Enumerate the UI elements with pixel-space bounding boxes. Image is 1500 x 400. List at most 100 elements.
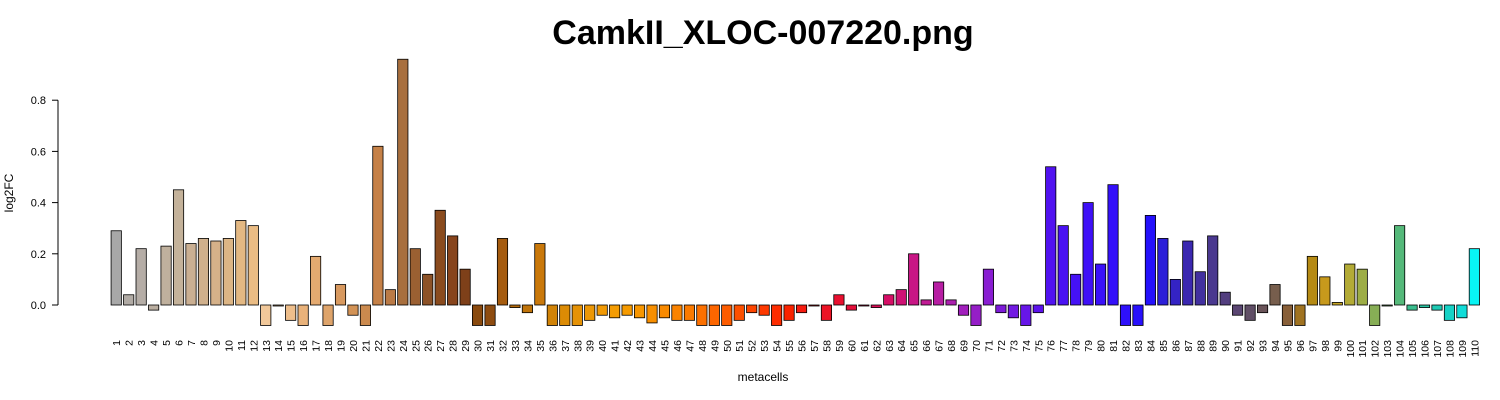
bar-60 bbox=[845, 304, 857, 311]
bar-82 bbox=[1119, 304, 1132, 326]
bar-36 bbox=[546, 304, 558, 326]
bar-13 bbox=[260, 304, 272, 326]
bar-18 bbox=[322, 304, 334, 326]
y-tick-label: 0.4 bbox=[31, 198, 46, 210]
x-tick-label-3: 3 bbox=[136, 340, 148, 346]
x-tick-label-35: 35 bbox=[535, 340, 547, 352]
bar-14 bbox=[272, 304, 284, 307]
x-tick-label-51: 51 bbox=[734, 340, 746, 352]
x-tick-label-41: 41 bbox=[610, 340, 622, 352]
bar-61 bbox=[858, 304, 870, 307]
x-tick-label-84: 84 bbox=[1145, 340, 1157, 352]
x-tick-label-95: 95 bbox=[1282, 340, 1294, 352]
bar-93 bbox=[1257, 304, 1269, 314]
x-tick-label-42: 42 bbox=[622, 340, 634, 352]
bar-63 bbox=[883, 294, 895, 306]
x-tick-label-66: 66 bbox=[921, 340, 933, 352]
x-tick-label-18: 18 bbox=[323, 340, 335, 352]
x-tick-label-56: 56 bbox=[797, 340, 809, 352]
x-tick-label-61: 61 bbox=[859, 340, 871, 352]
x-tick-label-4: 4 bbox=[149, 340, 161, 346]
x-tick-label-97: 97 bbox=[1307, 340, 1319, 352]
bar-62 bbox=[870, 304, 882, 308]
bar-33 bbox=[509, 304, 521, 308]
x-tick-label-49: 49 bbox=[709, 340, 721, 352]
bar-30 bbox=[472, 304, 484, 326]
bar-55 bbox=[783, 304, 795, 321]
bar-4 bbox=[148, 304, 160, 311]
bar-70 bbox=[970, 304, 982, 326]
bar-11 bbox=[235, 220, 247, 306]
x-tick-label-5: 5 bbox=[161, 340, 173, 346]
x-tick-label-87: 87 bbox=[1183, 340, 1195, 352]
x-tick-label-55: 55 bbox=[784, 340, 796, 352]
bar-38 bbox=[571, 304, 583, 326]
bar-29 bbox=[459, 268, 471, 306]
x-tick-label-70: 70 bbox=[971, 340, 983, 352]
bar-9 bbox=[210, 240, 222, 306]
x-tick-label-26: 26 bbox=[423, 340, 435, 352]
x-tick-label-44: 44 bbox=[647, 340, 659, 352]
bar-15 bbox=[285, 304, 297, 321]
x-tick-label-64: 64 bbox=[896, 340, 908, 352]
x-tick-label-27: 27 bbox=[435, 340, 447, 352]
x-tick-label-105: 105 bbox=[1407, 340, 1419, 358]
bar-45 bbox=[658, 304, 671, 319]
x-tick-label-88: 88 bbox=[1195, 340, 1207, 352]
x-tick-label-72: 72 bbox=[996, 340, 1008, 352]
x-tick-label-83: 83 bbox=[1133, 340, 1145, 352]
x-tick-label-37: 37 bbox=[560, 340, 572, 352]
bar-80 bbox=[1095, 263, 1107, 306]
y-tick-label: 0.2 bbox=[31, 249, 46, 261]
x-tick-label-110: 110 bbox=[1469, 340, 1481, 357]
bar-42 bbox=[621, 304, 633, 316]
bar-53 bbox=[758, 304, 770, 316]
bar-37 bbox=[559, 304, 571, 326]
bar-2 bbox=[123, 294, 135, 306]
bar-52 bbox=[746, 304, 758, 314]
x-tick-label-100: 100 bbox=[1345, 340, 1357, 358]
x-tick-label-80: 80 bbox=[1096, 340, 1108, 352]
x-tick-label-48: 48 bbox=[697, 340, 709, 352]
x-tick-label-73: 73 bbox=[1008, 340, 1020, 352]
x-tick-label-103: 103 bbox=[1382, 340, 1394, 358]
x-tick-label-20: 20 bbox=[348, 340, 360, 352]
bar-86 bbox=[1169, 278, 1181, 306]
bar-25 bbox=[409, 248, 421, 306]
bar-75 bbox=[1032, 304, 1044, 314]
bar-106 bbox=[1418, 304, 1431, 308]
bar-6 bbox=[172, 189, 185, 306]
x-tick-label-92: 92 bbox=[1245, 340, 1257, 352]
bar-89 bbox=[1207, 235, 1219, 306]
x-tick-label-65: 65 bbox=[909, 340, 921, 352]
x-tick-label-24: 24 bbox=[398, 340, 410, 352]
bar-28 bbox=[447, 235, 459, 306]
x-tick-label-77: 77 bbox=[1058, 340, 1070, 352]
bar-50 bbox=[721, 304, 733, 326]
x-tick-label-91: 91 bbox=[1233, 340, 1245, 352]
x-tick-label-98: 98 bbox=[1320, 340, 1332, 352]
x-tick-label-15: 15 bbox=[286, 340, 298, 352]
x-tick-label-25: 25 bbox=[410, 340, 422, 352]
x-tick-label-57: 57 bbox=[809, 340, 821, 352]
bar-76 bbox=[1045, 166, 1057, 306]
x-tick-label-14: 14 bbox=[273, 340, 285, 352]
bar-31 bbox=[484, 304, 496, 326]
bar-1 bbox=[110, 230, 122, 306]
x-tick-label-108: 108 bbox=[1444, 340, 1456, 358]
bar-22 bbox=[372, 145, 384, 306]
x-tick-label-13: 13 bbox=[261, 340, 273, 352]
bar-103 bbox=[1381, 304, 1393, 307]
x-tick-label-46: 46 bbox=[672, 340, 684, 352]
x-tick-label-2: 2 bbox=[124, 340, 136, 346]
bar-88 bbox=[1194, 271, 1206, 306]
bar-46 bbox=[671, 304, 683, 321]
bar-65 bbox=[908, 253, 920, 306]
bar-102 bbox=[1369, 304, 1381, 326]
bar-41 bbox=[609, 304, 621, 319]
x-tick-label-8: 8 bbox=[198, 340, 210, 346]
x-tick-label-16: 16 bbox=[298, 340, 310, 352]
bar-100 bbox=[1344, 263, 1356, 306]
x-tick-label-22: 22 bbox=[373, 340, 385, 352]
bar-3 bbox=[135, 248, 147, 306]
